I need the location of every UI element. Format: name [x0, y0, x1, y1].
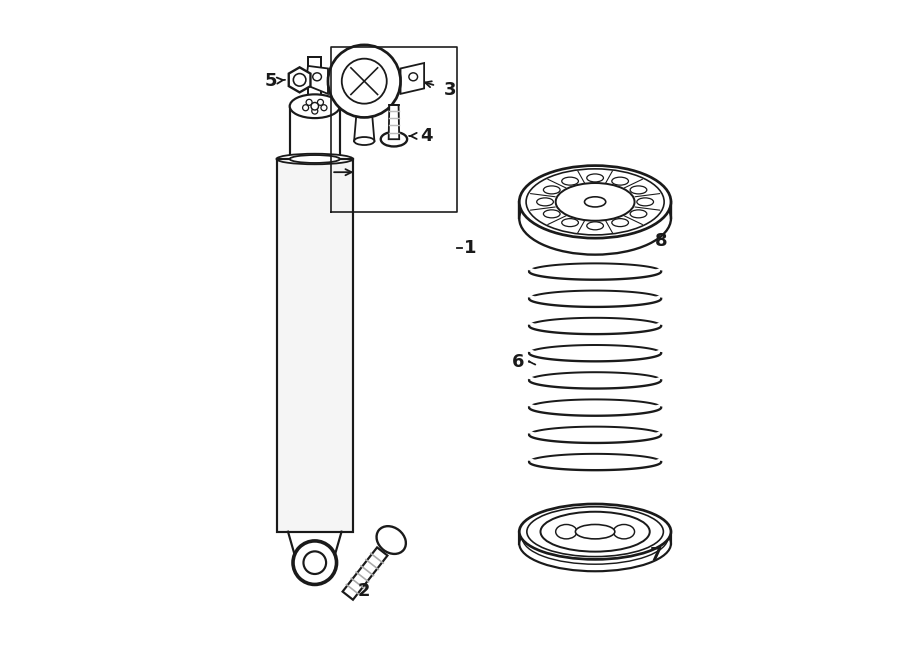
- Ellipse shape: [376, 526, 406, 554]
- Ellipse shape: [526, 169, 664, 235]
- Ellipse shape: [519, 182, 671, 254]
- Circle shape: [293, 73, 306, 86]
- Text: 2: 2: [358, 582, 371, 600]
- Ellipse shape: [522, 511, 668, 564]
- Circle shape: [321, 104, 327, 111]
- Polygon shape: [276, 159, 353, 531]
- Ellipse shape: [612, 219, 628, 227]
- Ellipse shape: [519, 504, 671, 559]
- Circle shape: [318, 99, 323, 105]
- Circle shape: [311, 102, 319, 110]
- Polygon shape: [343, 547, 388, 600]
- Ellipse shape: [381, 132, 407, 147]
- Text: 5: 5: [265, 72, 277, 90]
- Circle shape: [311, 108, 318, 114]
- Ellipse shape: [562, 219, 579, 227]
- Ellipse shape: [587, 222, 604, 230]
- Ellipse shape: [409, 73, 418, 81]
- Ellipse shape: [562, 177, 579, 185]
- Text: 4: 4: [420, 127, 433, 145]
- Ellipse shape: [575, 524, 615, 539]
- Ellipse shape: [587, 174, 604, 182]
- Text: 7: 7: [650, 546, 662, 564]
- Ellipse shape: [276, 154, 353, 165]
- Ellipse shape: [612, 177, 628, 185]
- Ellipse shape: [312, 73, 321, 81]
- Ellipse shape: [519, 166, 671, 238]
- Circle shape: [306, 99, 312, 105]
- Ellipse shape: [555, 524, 577, 539]
- Circle shape: [328, 45, 400, 118]
- Circle shape: [293, 541, 337, 584]
- Ellipse shape: [637, 198, 653, 206]
- Ellipse shape: [630, 210, 647, 218]
- Text: 6: 6: [512, 352, 524, 371]
- Ellipse shape: [555, 183, 634, 221]
- Text: 3: 3: [444, 81, 456, 98]
- Ellipse shape: [544, 210, 560, 218]
- Ellipse shape: [290, 95, 340, 118]
- Text: 8: 8: [655, 233, 668, 251]
- Circle shape: [303, 551, 326, 574]
- Ellipse shape: [541, 512, 650, 552]
- Polygon shape: [305, 66, 328, 94]
- Circle shape: [342, 59, 387, 104]
- Ellipse shape: [519, 516, 671, 571]
- Ellipse shape: [536, 198, 554, 206]
- Circle shape: [302, 104, 309, 111]
- Ellipse shape: [584, 197, 606, 207]
- Text: 1: 1: [464, 239, 476, 257]
- Polygon shape: [354, 116, 374, 141]
- Ellipse shape: [526, 507, 663, 557]
- Polygon shape: [400, 63, 424, 94]
- Ellipse shape: [290, 155, 340, 163]
- Polygon shape: [389, 105, 400, 139]
- Ellipse shape: [613, 524, 634, 539]
- Ellipse shape: [544, 186, 560, 194]
- Polygon shape: [289, 67, 310, 93]
- Ellipse shape: [630, 186, 647, 194]
- Ellipse shape: [354, 137, 374, 145]
- Polygon shape: [290, 106, 340, 159]
